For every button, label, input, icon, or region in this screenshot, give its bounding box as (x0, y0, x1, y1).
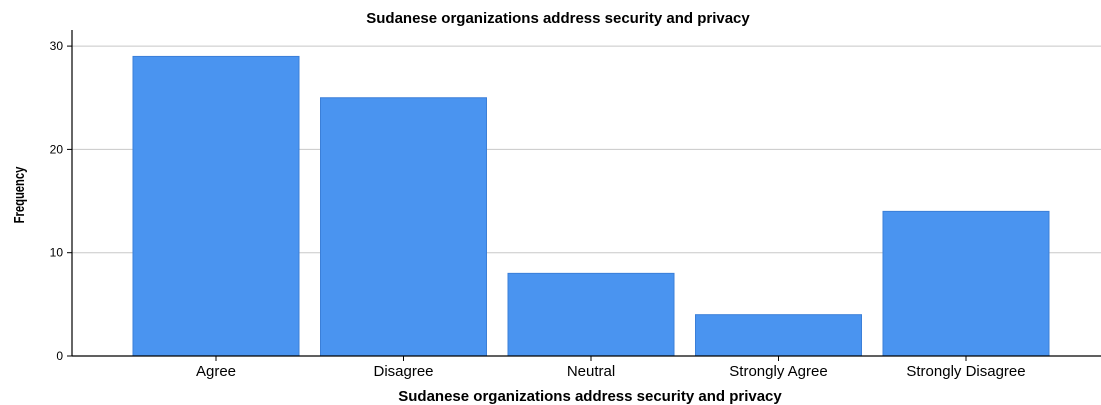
x-category-label: Neutral (567, 363, 615, 380)
y-tick-label: 10 (50, 246, 64, 260)
y-axis-title: Frequency (10, 166, 27, 223)
y-tick-labels: 0 10 20 30 (50, 39, 64, 363)
axes (67, 30, 1101, 361)
bar-strongly-disagree (882, 210, 1050, 357)
x-axis-title: Sudanese organizations address security … (398, 388, 782, 405)
x-category-label: Disagree (373, 363, 433, 380)
y-tick-label: 30 (50, 39, 64, 53)
bar-neutral (507, 272, 675, 357)
x-category-labels: Agree Disagree Neutral Strongly Agree Strong… (196, 363, 1026, 380)
bar-disagree (320, 97, 487, 357)
x-category-label: Strongly Disagree (906, 363, 1025, 380)
y-tick-label: 20 (50, 142, 64, 156)
bars (132, 55, 1050, 357)
chart-title: Sudanese organizations address security … (366, 10, 750, 27)
x-category-label: Strongly Agree (729, 363, 827, 380)
y-tick-label: 0 (56, 349, 63, 363)
bar-agree (132, 55, 300, 357)
x-category-label: Agree (196, 363, 236, 380)
bar-strongly-agree (695, 314, 862, 357)
